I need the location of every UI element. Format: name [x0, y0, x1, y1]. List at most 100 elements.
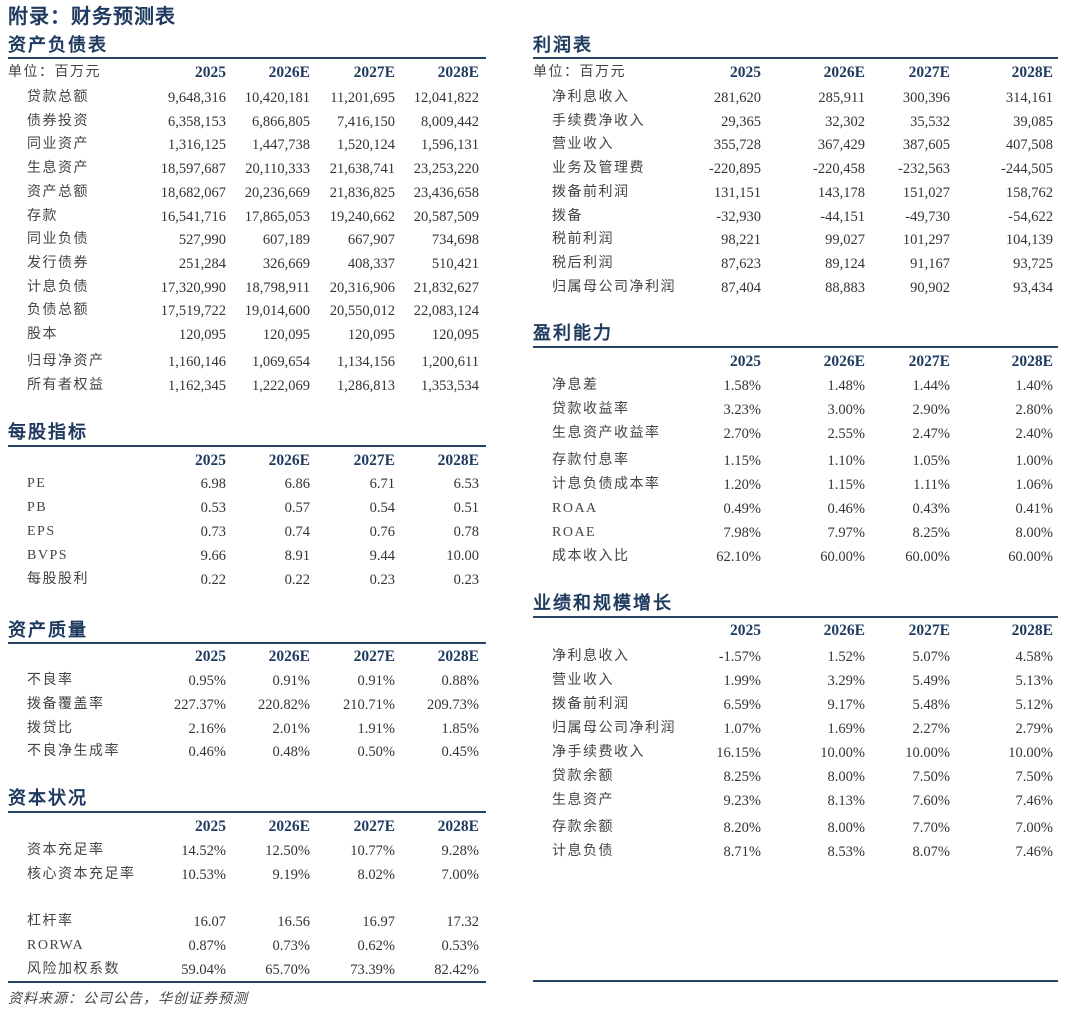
cell-value: 5.48% — [912, 697, 950, 713]
table-row: 拨备覆盖率 227.37% 220.82% 210.71% 209.73% — [0, 693, 1080, 717]
cell-value: 29,365 — [721, 113, 761, 130]
table-row: 债券投资 6,358,153 6,866,805 7,416,150 8,009,442 — [0, 110, 1080, 134]
row-label: 业务及管理费 — [552, 161, 645, 177]
row-label: EPS — [27, 524, 56, 539]
section-title-growth: 业绩和规模增长 — [533, 593, 673, 613]
cell-value: 0.53 — [200, 500, 226, 516]
cell-value: 7.00% — [441, 867, 479, 883]
cell-value: 82.42% — [434, 962, 479, 978]
row-label: 净息差 — [552, 378, 599, 393]
section-rule — [533, 616, 1058, 618]
row-label: 计息负债 — [552, 844, 614, 859]
cell-value: 20,550,012 — [329, 303, 395, 320]
cell-value: 7,416,150 — [337, 113, 395, 130]
column-header: 2025 — [730, 622, 761, 639]
column-header: 2026E — [268, 64, 310, 81]
table-row: 手续费净收入 29,365 32,302 35,532 39,085 — [0, 110, 1080, 134]
cell-value: 8.02% — [357, 867, 395, 883]
cell-value: 5.13% — [1015, 673, 1053, 689]
cell-value: 1,162,345 — [168, 377, 226, 394]
cell-value: 8.91 — [284, 548, 310, 564]
section-title-pershare: 每股指标 — [8, 422, 88, 442]
cell-value: 7.46% — [1015, 844, 1053, 860]
table-row: 每股股利 0.22 0.22 0.23 0.23 — [0, 568, 1080, 592]
cell-value: -1.57% — [718, 649, 761, 665]
cell-value: 6,358,153 — [168, 113, 226, 130]
cell-value: 0.73% — [272, 938, 310, 954]
table-row: 营业收入 355,728 367,429 387,605 407,508 — [0, 133, 1080, 157]
cell-value: 17,865,053 — [244, 208, 310, 225]
cell-value: 2.79% — [1015, 721, 1053, 737]
cell-value: 209.73% — [427, 696, 479, 713]
cell-value: 1.40% — [1015, 378, 1053, 394]
cell-value: 607,189 — [262, 232, 310, 249]
cell-value: 0.57 — [284, 500, 310, 516]
cell-value: 355,728 — [713, 137, 761, 154]
cell-value: 16.07 — [193, 914, 226, 930]
cell-value: 2.27% — [912, 721, 950, 737]
table-row: 发行债券 251,284 326,669 408,337 510,421 — [0, 252, 1080, 276]
cell-value: 6.86 — [284, 476, 310, 492]
table-row: 贷款总额 9,648,316 10,420,181 11,201,695 12,041,… — [0, 86, 1080, 110]
table-row: EPS 0.73 0.74 0.76 0.78 — [0, 520, 1080, 544]
cell-value: 0.91% — [272, 673, 310, 689]
cell-value: 6.98 — [200, 476, 226, 492]
section-title-balance: 资产负债表 — [8, 35, 108, 55]
table-row: 不良率 0.95% 0.91% 0.91% 0.88% — [0, 669, 1080, 693]
cell-value: 0.53% — [441, 938, 479, 954]
table-row: 税后利润 87,623 89,124 91,167 93,725 — [0, 252, 1080, 276]
cell-value: 6,866,805 — [252, 113, 310, 130]
cell-value: 326,669 — [262, 255, 310, 272]
row-label: 营业收入 — [552, 137, 614, 153]
cell-value: 9.66 — [200, 548, 226, 564]
cell-value: 120,095 — [178, 327, 226, 343]
cell-value: 3.23% — [723, 402, 761, 418]
cell-value: 0.48% — [272, 744, 310, 761]
cell-value: 62.10% — [716, 549, 761, 565]
cell-value: 32,302 — [825, 113, 865, 130]
table-row: 杠杆率 16.07 16.56 16.97 17.32 — [0, 910, 1080, 934]
row-label: 存款 — [27, 208, 58, 224]
cell-value: 18,597,687 — [160, 161, 226, 178]
cell-value: 407,508 — [1005, 137, 1053, 154]
cell-value: 1.52% — [827, 649, 865, 665]
cell-value: 16.56 — [277, 914, 310, 930]
row-label: ROAE — [552, 525, 597, 540]
table-row: PB 0.53 0.57 0.54 0.51 — [0, 496, 1080, 520]
cell-value: 0.50% — [357, 744, 395, 761]
cell-value: -54,622 — [1008, 208, 1053, 225]
cell-value: 1,134,156 — [337, 353, 395, 370]
cell-value: 20,316,906 — [329, 279, 395, 296]
cell-value: -220,895 — [709, 161, 761, 178]
cell-value: 0.87% — [188, 938, 226, 954]
row-label: 拨备前利润 — [552, 184, 630, 200]
page-title: 附录：财务预测表 — [8, 6, 176, 28]
table-row: 拨备 -32,930 -44,151 -49,730 -54,622 — [0, 205, 1080, 229]
cell-value: 2.55% — [827, 426, 865, 442]
cell-value: 1,160,146 — [168, 353, 226, 370]
row-label: 存款付息率 — [552, 453, 630, 468]
cell-value: 98,221 — [721, 232, 761, 249]
cell-value: 20,236,669 — [244, 184, 310, 201]
row-label: 归母净资产 — [27, 353, 105, 369]
cell-value: 0.41% — [1015, 501, 1053, 517]
row-label: 核心资本充足率 — [27, 867, 136, 882]
table-row: 净息差 1.58% 1.48% 1.44% 1.40% — [0, 374, 1080, 398]
cell-value: 0.45% — [441, 744, 479, 761]
row-label: PB — [27, 500, 48, 515]
cell-value: 5.07% — [912, 649, 950, 665]
cell-value: -49,730 — [905, 208, 950, 225]
table-row: 净手续费收入 16.15% 10.00% 10.00% 10.00% — [0, 741, 1080, 765]
table-header-row: 2025 2026E 2027E 2028E — [0, 449, 1080, 473]
cell-value: 0.74 — [284, 524, 310, 540]
cell-value: 1,353,534 — [421, 377, 479, 394]
cell-value: 8,009,442 — [421, 113, 479, 130]
table-row: 拨贷比 2.16% 2.01% 1.91% 1.85% — [0, 717, 1080, 741]
column-header: 2026E — [268, 452, 310, 469]
section-bottom-rule — [533, 980, 1058, 982]
table-row: ROAA 0.49% 0.46% 0.43% 0.41% — [0, 497, 1080, 521]
cell-value: 7.98% — [723, 525, 761, 541]
cell-value: 9,648,316 — [168, 90, 226, 106]
cell-value: 16.15% — [716, 745, 761, 761]
cell-value: 120,095 — [262, 327, 310, 343]
